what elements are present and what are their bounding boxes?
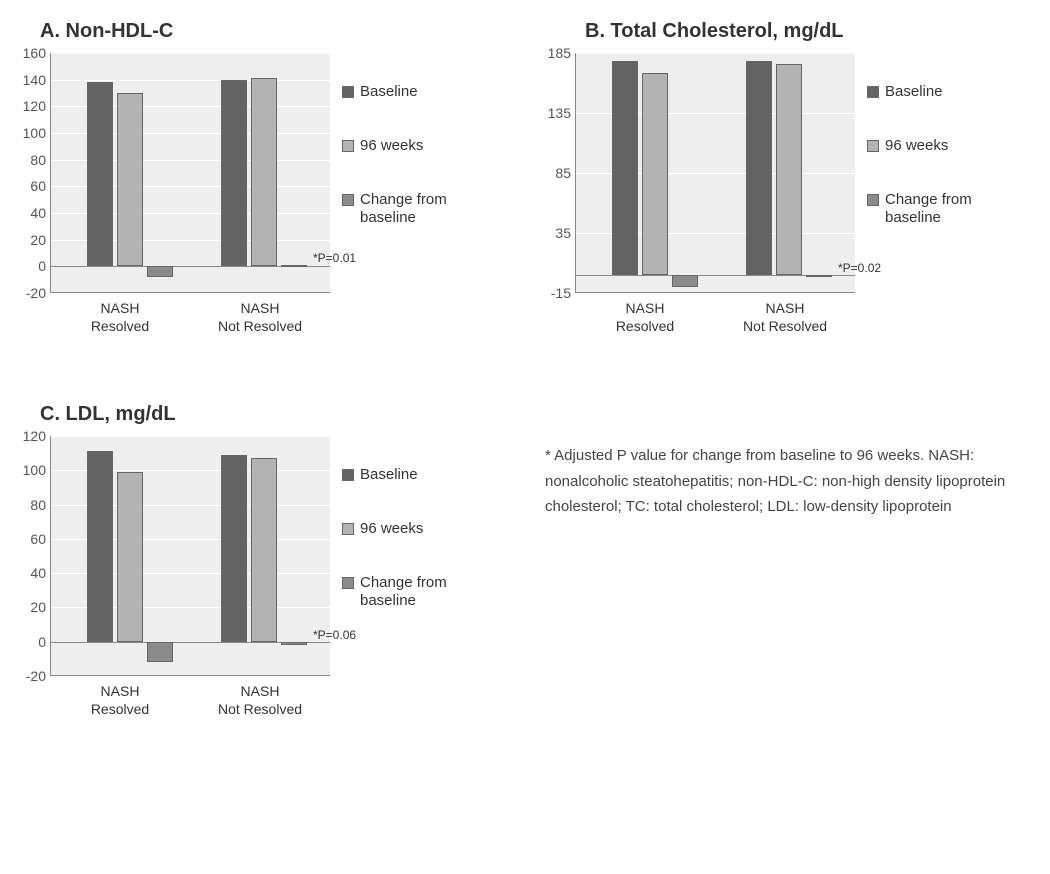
y-tick: 120	[10, 98, 46, 114]
x-label: NASHNot Resolved	[210, 299, 310, 335]
bar	[117, 472, 143, 642]
footnote-panel: * Adjusted P value for change from basel…	[535, 403, 1040, 716]
p-value-annotation: *P=0.02	[838, 261, 881, 275]
legend-label: Change from baseline	[885, 191, 1015, 227]
bar	[281, 265, 307, 267]
bar	[672, 275, 698, 287]
panel-total-cholesterol: B. Total Cholesterol, mg/dL -15 35 85 135 18…	[535, 20, 1040, 333]
y-tick: 40	[10, 565, 46, 581]
legend-item: 96 weeks	[342, 137, 490, 155]
panel-title-a: A. Non-HDL-C	[40, 20, 515, 43]
bar	[806, 275, 832, 277]
x-label: NASHNot Resolved	[735, 299, 835, 335]
legend-label: 96 weeks	[885, 137, 948, 155]
legend-label: Change from baseline	[360, 191, 490, 227]
bar	[746, 61, 772, 275]
legend-swatch	[342, 523, 354, 535]
y-tick: 35	[535, 225, 571, 241]
plot-area: *P=0.01	[50, 53, 330, 293]
x-label: NASHResolved	[70, 682, 170, 718]
legend-swatch	[342, 194, 354, 206]
bar	[612, 61, 638, 275]
p-value-annotation: *P=0.06	[313, 628, 356, 642]
bar	[251, 78, 277, 266]
legend-item: Change from baseline	[342, 574, 490, 610]
y-tick: 40	[10, 205, 46, 221]
bar	[87, 451, 113, 641]
legend-label: Baseline	[360, 83, 418, 101]
legend-item: Baseline	[867, 83, 1015, 101]
y-tick: 0	[10, 634, 46, 650]
legend-c: Baseline 96 weeks Change from baseline	[342, 466, 490, 610]
x-label: NASHResolved	[595, 299, 695, 335]
bar	[281, 642, 307, 645]
bar	[642, 73, 668, 275]
legend-swatch	[342, 469, 354, 481]
y-tick: -15	[535, 285, 571, 301]
plot-area: *P=0.02	[575, 53, 855, 293]
panel-title-b: B. Total Cholesterol, mg/dL	[585, 20, 1040, 43]
bar	[147, 642, 173, 663]
bar	[221, 80, 247, 267]
chart-c: -20020406080100120*P=0.06NASHResolvedNAS…	[10, 436, 330, 716]
y-tick: 80	[10, 152, 46, 168]
legend-label: 96 weeks	[360, 520, 423, 538]
legend-label: 96 weeks	[360, 137, 423, 155]
y-tick: 185	[535, 45, 571, 61]
legend-item: Baseline	[342, 83, 490, 101]
legend-item: Change from baseline	[342, 191, 490, 227]
y-tick: 120	[10, 428, 46, 444]
bar	[117, 93, 143, 266]
y-tick: 85	[535, 165, 571, 181]
legend-label: Baseline	[360, 466, 418, 484]
legend-swatch	[342, 86, 354, 98]
bar	[87, 82, 113, 266]
y-tick: 20	[10, 232, 46, 248]
y-tick: -20	[10, 668, 46, 684]
y-tick: 135	[535, 105, 571, 121]
bar	[251, 458, 277, 641]
bar	[147, 266, 173, 277]
y-tick: 60	[10, 178, 46, 194]
legend-swatch	[867, 140, 879, 152]
chart-b: -153585135185*P=0.02NASHResolvedNASHNot …	[535, 53, 855, 333]
legend-swatch	[867, 194, 879, 206]
panel-ldl: C. LDL, mg/dL -20020406080100120*P=0.06N…	[10, 403, 515, 716]
bar	[221, 455, 247, 642]
y-tick: 140	[10, 72, 46, 88]
y-tick: 100	[10, 462, 46, 478]
legend-b: Baseline 96 weeks Change from baseline	[867, 83, 1015, 227]
p-value-annotation: *P=0.01	[313, 251, 356, 265]
footnote-text: * Adjusted P value for change from basel…	[545, 443, 1025, 520]
legend-item: Baseline	[342, 466, 490, 484]
y-tick: -20	[10, 285, 46, 301]
y-tick: 100	[10, 125, 46, 141]
panel-non-hdl-c: A. Non-HDL-C -20020406080100120140160*P=…	[10, 20, 515, 333]
legend-swatch	[342, 577, 354, 589]
y-tick: 60	[10, 531, 46, 547]
legend-item: 96 weeks	[342, 520, 490, 538]
legend-swatch	[867, 86, 879, 98]
bar	[776, 64, 802, 275]
y-tick: 0	[10, 258, 46, 274]
legend-label: Baseline	[885, 83, 943, 101]
x-label: NASHNot Resolved	[210, 682, 310, 718]
y-tick: 20	[10, 599, 46, 615]
y-tick: 80	[10, 497, 46, 513]
y-tick: 160	[10, 45, 46, 61]
chart-a: -20020406080100120140160*P=0.01NASHResol…	[10, 53, 330, 333]
legend-item: 96 weeks	[867, 137, 1015, 155]
x-label: NASHResolved	[70, 299, 170, 335]
legend-swatch	[342, 140, 354, 152]
legend-item: Change from baseline	[867, 191, 1015, 227]
legend-a: Baseline 96 weeks Change from baseline	[342, 83, 490, 227]
legend-label: Change from baseline	[360, 574, 490, 610]
plot-area: *P=0.06	[50, 436, 330, 676]
panel-title-c: C. LDL, mg/dL	[40, 403, 515, 426]
